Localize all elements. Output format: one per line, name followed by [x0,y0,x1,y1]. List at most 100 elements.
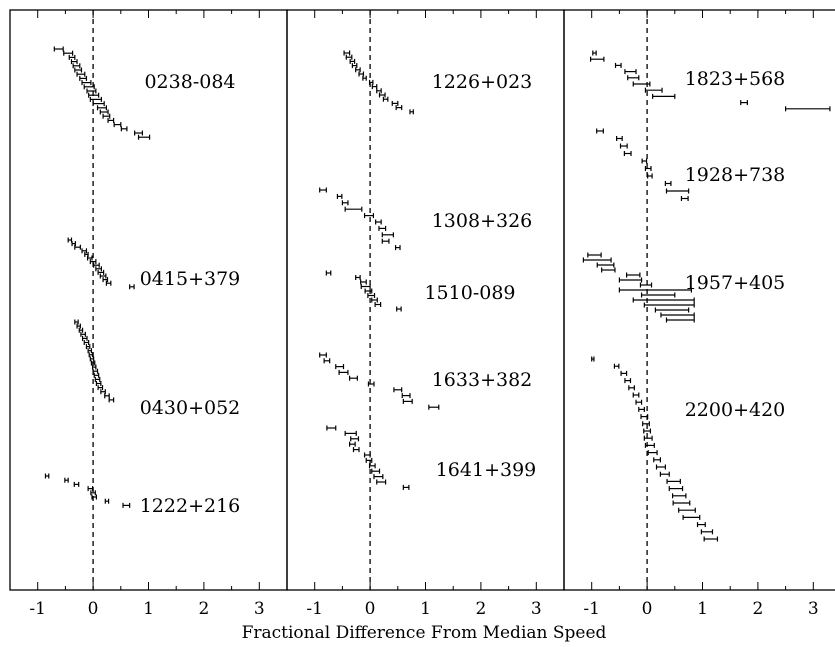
x-axis-title: Fractional Difference From Median Speed [242,623,607,643]
group-0415+379: 0415+379 [67,237,241,290]
data-point [89,96,103,102]
pulsar-label: 0238-084 [144,71,235,93]
data-point [81,248,88,254]
tick-label: 2 [752,599,763,619]
data-point [349,375,358,381]
data-point [601,267,616,273]
data-point [95,381,102,386]
data-point [360,284,371,289]
data-point [89,356,95,362]
data-point [105,280,112,286]
data-point [90,360,96,366]
data-point [108,397,115,403]
data-point [640,292,676,298]
data-point [350,436,360,442]
data-point [368,463,376,469]
panel-2: -1 0 1 2 3 1226+023 1308+326 1510-089 1633+382 16… [286,9,565,619]
data-point [682,514,701,520]
panel-1: -1 0 1 2 3 0238-084 0415+379 0430+052 1222+216 [9,9,288,619]
pulsar-label: 2200+420 [685,399,786,421]
pulsar-label: 1308+326 [432,210,533,232]
data-point [363,452,371,458]
data-point [319,352,327,358]
data-point [68,54,76,60]
data-point [76,71,86,77]
data-point [409,109,414,115]
group-1957+405: 1957+405 [582,252,785,323]
data-point [86,255,93,261]
tick-label: 2 [198,599,209,619]
group-1510-089: 1510-089 [325,270,516,312]
data-point [666,478,681,484]
data-point [83,340,90,345]
data-point [664,181,672,186]
data-point [784,106,831,112]
data-point [638,406,645,412]
data-point [72,63,81,69]
data-point [74,244,81,250]
pulsar-label: 0415+379 [140,268,241,290]
data-point [107,117,115,123]
data-point [700,529,714,535]
data-point [680,196,689,201]
data-point [44,473,50,479]
tick-label: 2 [475,599,486,619]
data-point [641,158,648,164]
data-point [619,143,628,149]
pulsar-label: 1823+568 [685,68,786,90]
data-point [88,352,94,358]
group-1928+738: 1928+738 [596,128,786,201]
tick-label: -1 [29,599,46,619]
panel-frame [563,9,835,591]
data-point [362,75,367,81]
data-point [394,245,401,251]
data-point [351,63,358,69]
tick-label: 1 [143,599,154,619]
data-point [99,273,107,279]
data-point [94,376,101,382]
data-point [624,69,637,75]
data-point [358,71,365,77]
data-point [396,306,402,312]
pulsar-label: 1510-089 [424,282,515,304]
data-point [587,252,602,258]
data-point [102,277,109,283]
pulsar-label: 1928+738 [685,164,786,186]
data-point [382,96,389,102]
data-point [376,88,382,94]
data-point [343,50,351,56]
tick-label: 3 [531,599,542,619]
group-1633+382: 1633+382 [319,352,532,410]
data-point [642,421,650,427]
data-point [632,297,695,303]
data-point [91,494,98,500]
data-point [672,500,691,506]
data-point [644,87,663,93]
data-point [391,100,399,106]
data-point [345,54,353,60]
data-point [352,447,360,453]
data-point [618,277,643,283]
data-point [102,113,111,119]
data-point [367,293,376,298]
data-point [76,323,81,329]
data-point [93,372,100,378]
data-point [113,122,122,128]
group-1308+326: 1308+326 [319,187,533,251]
data-point [643,302,695,308]
data-point [618,287,693,293]
data-point [624,378,632,384]
data-point [319,187,327,193]
data-point [665,188,690,194]
data-point [134,130,144,136]
tick-label: -1 [306,599,323,619]
group-0238-084: 0238-084 [53,46,236,140]
data-point [653,457,661,463]
pulsar-label: 1641+399 [436,459,537,481]
data-point [654,307,690,313]
panel-3: -1 0 1 2 3 1823+568 1928+738 1957+405 2200+420 [563,9,835,619]
data-point [97,385,104,391]
group-1226+023: 1226+023 [343,50,532,115]
data-point [643,428,652,434]
